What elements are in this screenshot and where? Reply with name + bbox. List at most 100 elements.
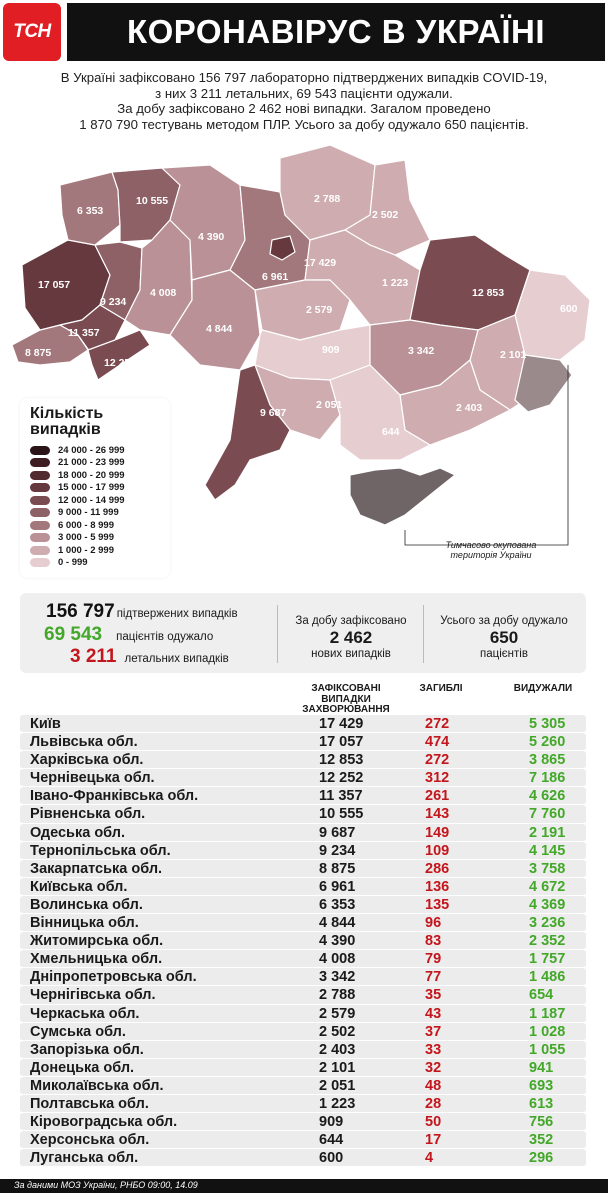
deaths-value: 33 [425,1041,442,1058]
table-row: Черкаська обл. 2 579 43 1 187 [20,1004,586,1023]
recovered-label: пацієнтів одужало [116,631,214,643]
region-name: Луганська обл. [30,1150,139,1167]
label-chernivetska: 12 252 [104,357,136,369]
legend-title: Кількість випадків [30,406,160,438]
legend-label: 21 000 - 23 999 [58,457,125,469]
table-row: Чернігівська обл. 2 788 35 654 [20,986,586,1005]
region-crimea [349,467,456,526]
region-name: Закарпатська обл. [30,860,163,877]
recovered-value: 941 [529,1059,554,1076]
region-chernivetska [87,329,151,381]
recovered-value: 1 187 [529,1005,566,1022]
table-row: Закарпатська обл. 8 875 286 3 758 [20,859,586,878]
daily-recovered-title: Усього за добу одужало [440,615,568,627]
label-poltavska: 1 223 [382,277,408,289]
deaths-value: 37 [425,1023,442,1040]
region-name: Сумська обл. [30,1023,126,1040]
region-name: Івано-Франківська обл. [30,788,199,805]
deaths-value: 149 [425,824,450,841]
col-header-cases-line-2: ВИПАДКИ [321,693,371,705]
region-table: Київ 17 429 272 5 305 Львівська обл. 17 057 47… [20,715,586,1168]
occupied-note: Тимчасово окупована територія України [426,540,556,560]
region-name: Полтавська обл. [30,1095,149,1112]
deaths-value: 28 [425,1095,442,1112]
legend-label: 12 000 - 14 999 [58,494,125,506]
legend-swatch [30,558,50,568]
legend-label: 0 - 999 [58,557,88,569]
cases-value: 6 353 [319,896,356,913]
recovered-value: 2 352 [529,933,566,950]
intro-line-1: В Україні зафіксовано 156 797 лабораторн… [60,70,548,85]
col-header-recovered-text: ВИДУЖАЛИ [513,683,573,694]
cases-value: 9 687 [319,824,356,841]
legend-label: 15 000 - 17 999 [58,482,125,494]
title-bar: КОРОНАВІРУС В УКРАЇНІ [67,3,605,61]
region-luhanska [514,269,591,361]
cases-value: 12 252 [319,770,364,787]
legend-title-line-2: випадків [30,421,101,438]
region-name: Львівська обл. [30,734,138,751]
label-ternopilska: 9 234 [100,296,126,308]
table-row: Харківська обл. 12 853 272 3 865 [20,751,586,770]
legend-item: 24 000 - 26 999 [30,444,160,457]
deaths-value: 109 [425,842,450,859]
cases-value: 4 008 [319,951,356,968]
legend-item: 12 000 - 14 999 [30,494,160,507]
deaths-value: 136 [425,878,450,895]
confirmed-row: 156 797 підтвержених випадків [46,601,238,623]
table-row: Дніпропетровська обл. 3 342 77 1 486 [20,968,586,987]
recovered-row: 69 543 пацієнтів одужало [44,624,213,646]
table-row: Херсонська обл. 644 17 352 [20,1131,586,1150]
legend-swatch [30,458,50,468]
summary-divider-1 [277,605,278,663]
table-row: Запорізька обл. 2 403 33 1 055 [20,1040,586,1059]
cases-value: 11 357 [319,788,363,805]
table-row: Волинська обл. 6 353 135 4 369 [20,895,586,915]
cases-value: 1 223 [319,1095,356,1112]
cases-value: 10 555 [319,806,364,823]
region-name: Волинська обл. [30,896,143,913]
legend-item: 1 000 - 2 999 [30,544,160,557]
region-odeska [204,364,291,501]
label-kyivska: 6 961 [262,271,288,283]
deaths-value: 50 [425,1114,442,1131]
label-lvivska: 17 057 [38,279,70,291]
label-zhytomyrska: 4 390 [198,231,224,243]
tsn-logo: ТСН [3,3,61,61]
occupied-east [514,354,573,413]
confirmed-label: підтвержених випадків [116,608,238,620]
table-row: Донецька обл. 2 101 32 941 [20,1058,586,1077]
legend-swatch [30,533,50,543]
deaths-label: летальних випадків [124,653,229,665]
cases-value: 2 788 [319,987,356,1004]
legend-item: 18 000 - 20 999 [30,469,160,482]
label-luhanska: 600 [560,303,578,315]
legend-label: 6 000 - 8 999 [58,519,114,531]
region-name: Тернопільська обл. [30,842,171,859]
legend-label: 9 000 - 11 999 [58,507,119,519]
label-volynska: 6 353 [77,205,103,217]
deaths-value: 32 [425,1059,442,1076]
table-row: Львівська обл. 17 057 474 5 260 [20,733,586,752]
table-row: Тернопільська обл. 9 234 109 4 145 [20,841,586,860]
recovered-value: 1 486 [529,969,566,986]
recovered-value: 4 672 [529,878,566,895]
legend-item: 9 000 - 11 999 [30,507,160,520]
page-title: КОРОНАВІРУС В УКРАЇНІ [126,13,546,50]
recovered-value: 3 865 [529,752,566,769]
col-header-deaths-text: ЗАГИБЛІ [419,683,463,694]
legend-item: 21 000 - 23 999 [30,457,160,470]
recovered-value: 4 145 [529,842,566,859]
table-row: Вінницька обл. 4 844 96 3 236 [20,914,586,933]
col-header-recovered: ВИДУЖАЛИ [508,683,578,695]
source-note: За даними МОЗ України, РНБО 09:00, 14.09 [14,1180,198,1190]
label-vinnytska: 4 844 [206,323,232,335]
cases-value: 2 502 [319,1023,356,1040]
table-row: Київська обл. 6 961 136 4 672 [20,877,586,896]
deaths-value: 48 [425,1077,442,1094]
deaths-value: 43 [425,1005,442,1022]
region-name: Херсонська обл. [30,1132,150,1149]
recovered-value: 1 055 [529,1041,566,1058]
label-kharkivska: 12 853 [472,287,504,299]
deaths-value: 272 [425,716,450,732]
